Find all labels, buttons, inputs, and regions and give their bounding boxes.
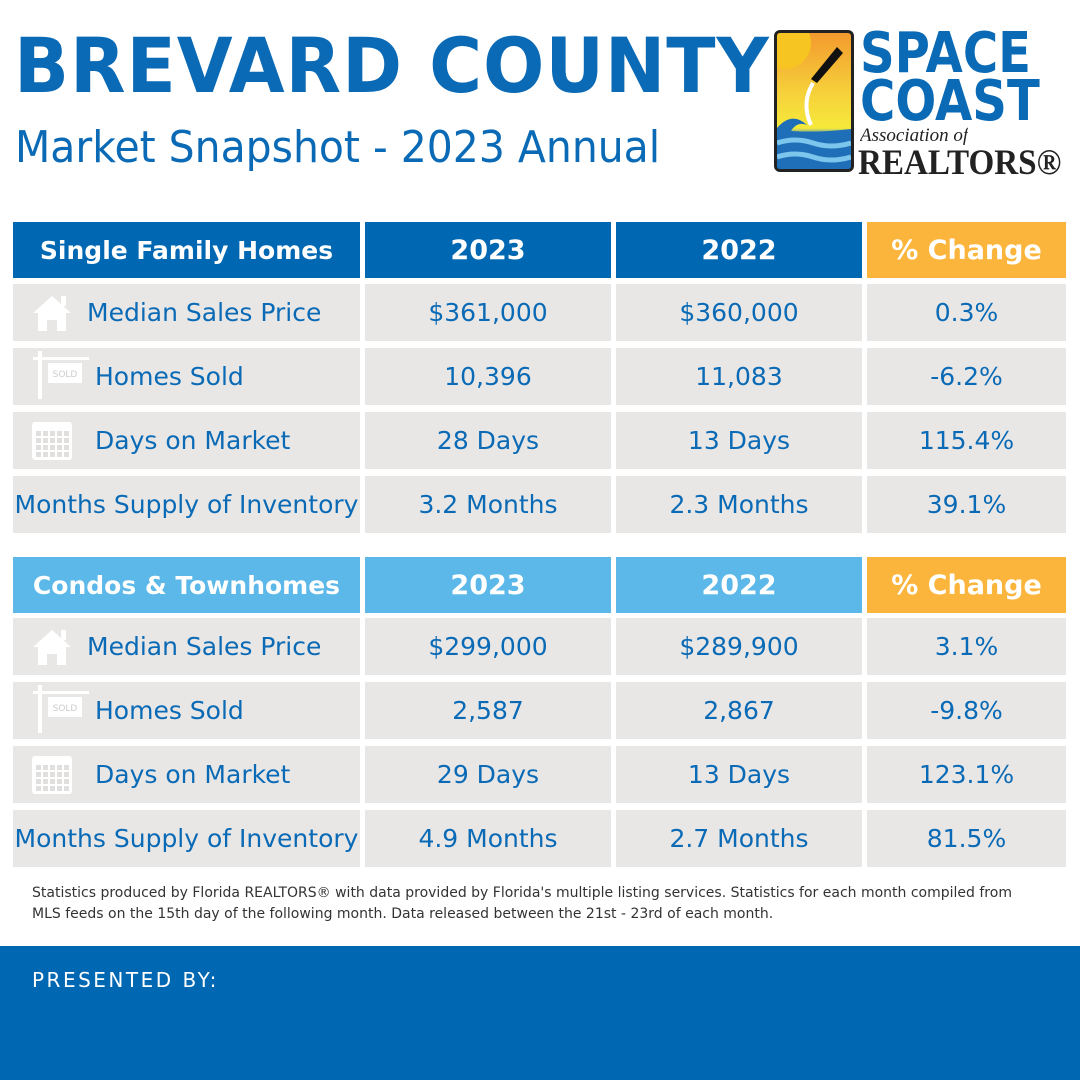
- svg-text:SOLD: SOLD: [53, 704, 78, 714]
- logo-line-association: Association of: [860, 126, 969, 146]
- row-label-cell: Months Supply of Inventory: [13, 810, 360, 867]
- value-cell: 81.5%: [867, 810, 1066, 867]
- row-label-cell: SOLD Homes Sold: [13, 682, 360, 739]
- logo-line-space: SPACE: [860, 30, 1032, 78]
- calendar-icon: [31, 421, 73, 461]
- value-cell: 2.7 Months: [616, 810, 862, 867]
- logo-line-coast: COAST: [860, 78, 1040, 126]
- page-subtitle: Market Snapshot - 2023 Annual: [15, 122, 661, 173]
- value-cell: 10,396: [365, 348, 611, 405]
- value-cell: 13 Days: [616, 746, 862, 803]
- svg-text:SOLD: SOLD: [53, 370, 78, 380]
- value-cell: 39.1%: [867, 476, 1066, 533]
- row-label-cell: Median Sales Price: [13, 618, 360, 675]
- value-cell: 0.3%: [867, 284, 1066, 341]
- logo-sun-rocket-wave-icon: [774, 30, 854, 172]
- value-cell: 2.3 Months: [616, 476, 862, 533]
- value-cell: 3.1%: [867, 618, 1066, 675]
- logo-line-realtors: REALTORS®: [858, 146, 1062, 178]
- row-label: Months Supply of Inventory: [14, 824, 359, 853]
- value-cell: 2,587: [365, 682, 611, 739]
- value-cell: 123.1%: [867, 746, 1066, 803]
- row-label: Homes Sold: [95, 362, 244, 391]
- value-cell: $361,000: [365, 284, 611, 341]
- table-title: Condos & Townhomes: [13, 557, 360, 613]
- value-cell: 11,083: [616, 348, 862, 405]
- value-cell: 4.9 Months: [365, 810, 611, 867]
- table-title: Single Family Homes: [13, 222, 360, 278]
- row-label: Months Supply of Inventory: [14, 490, 359, 519]
- sold-sign-icon: SOLD: [33, 351, 89, 399]
- column-header: % Change: [867, 222, 1066, 278]
- value-cell: $289,900: [616, 618, 862, 675]
- page-title: BREVARD COUNTY: [14, 21, 770, 110]
- value-cell: $360,000: [616, 284, 862, 341]
- value-cell: 3.2 Months: [365, 476, 611, 533]
- sold-sign-icon: SOLD: [33, 685, 89, 733]
- row-label-cell: Months Supply of Inventory: [13, 476, 360, 533]
- row-label-cell: Days on Market: [13, 412, 360, 469]
- value-cell: 13 Days: [616, 412, 862, 469]
- row-label: Homes Sold: [95, 696, 244, 725]
- value-cell: -6.2%: [867, 348, 1066, 405]
- value-cell: 2,867: [616, 682, 862, 739]
- column-header: % Change: [867, 557, 1066, 613]
- value-cell: 115.4%: [867, 412, 1066, 469]
- row-label-cell: Days on Market: [13, 746, 360, 803]
- column-header: 2023: [365, 557, 611, 613]
- house-icon: [31, 293, 73, 333]
- footnote: Statistics produced by Florida REALTORS®…: [32, 885, 1012, 922]
- value-cell: $299,000: [365, 618, 611, 675]
- space-coast-realtors-logo: SPACE COAST Association of REALTORS®: [774, 30, 1064, 178]
- calendar-icon: [31, 755, 73, 795]
- row-label: Median Sales Price: [87, 298, 322, 327]
- column-header: 2022: [616, 222, 862, 278]
- presented-by-label: PRESENTED BY:: [32, 968, 219, 992]
- row-label-cell: SOLD Homes Sold: [13, 348, 360, 405]
- house-icon: [31, 627, 73, 667]
- value-cell: 29 Days: [365, 746, 611, 803]
- row-label: Median Sales Price: [87, 632, 322, 661]
- column-header: 2022: [616, 557, 862, 613]
- presented-by-band: PRESENTED BY:: [0, 946, 1080, 1080]
- row-label: Days on Market: [95, 760, 291, 789]
- value-cell: -9.8%: [867, 682, 1066, 739]
- row-label-cell: Median Sales Price: [13, 284, 360, 341]
- value-cell: 28 Days: [365, 412, 611, 469]
- column-header: 2023: [365, 222, 611, 278]
- row-label: Days on Market: [95, 426, 291, 455]
